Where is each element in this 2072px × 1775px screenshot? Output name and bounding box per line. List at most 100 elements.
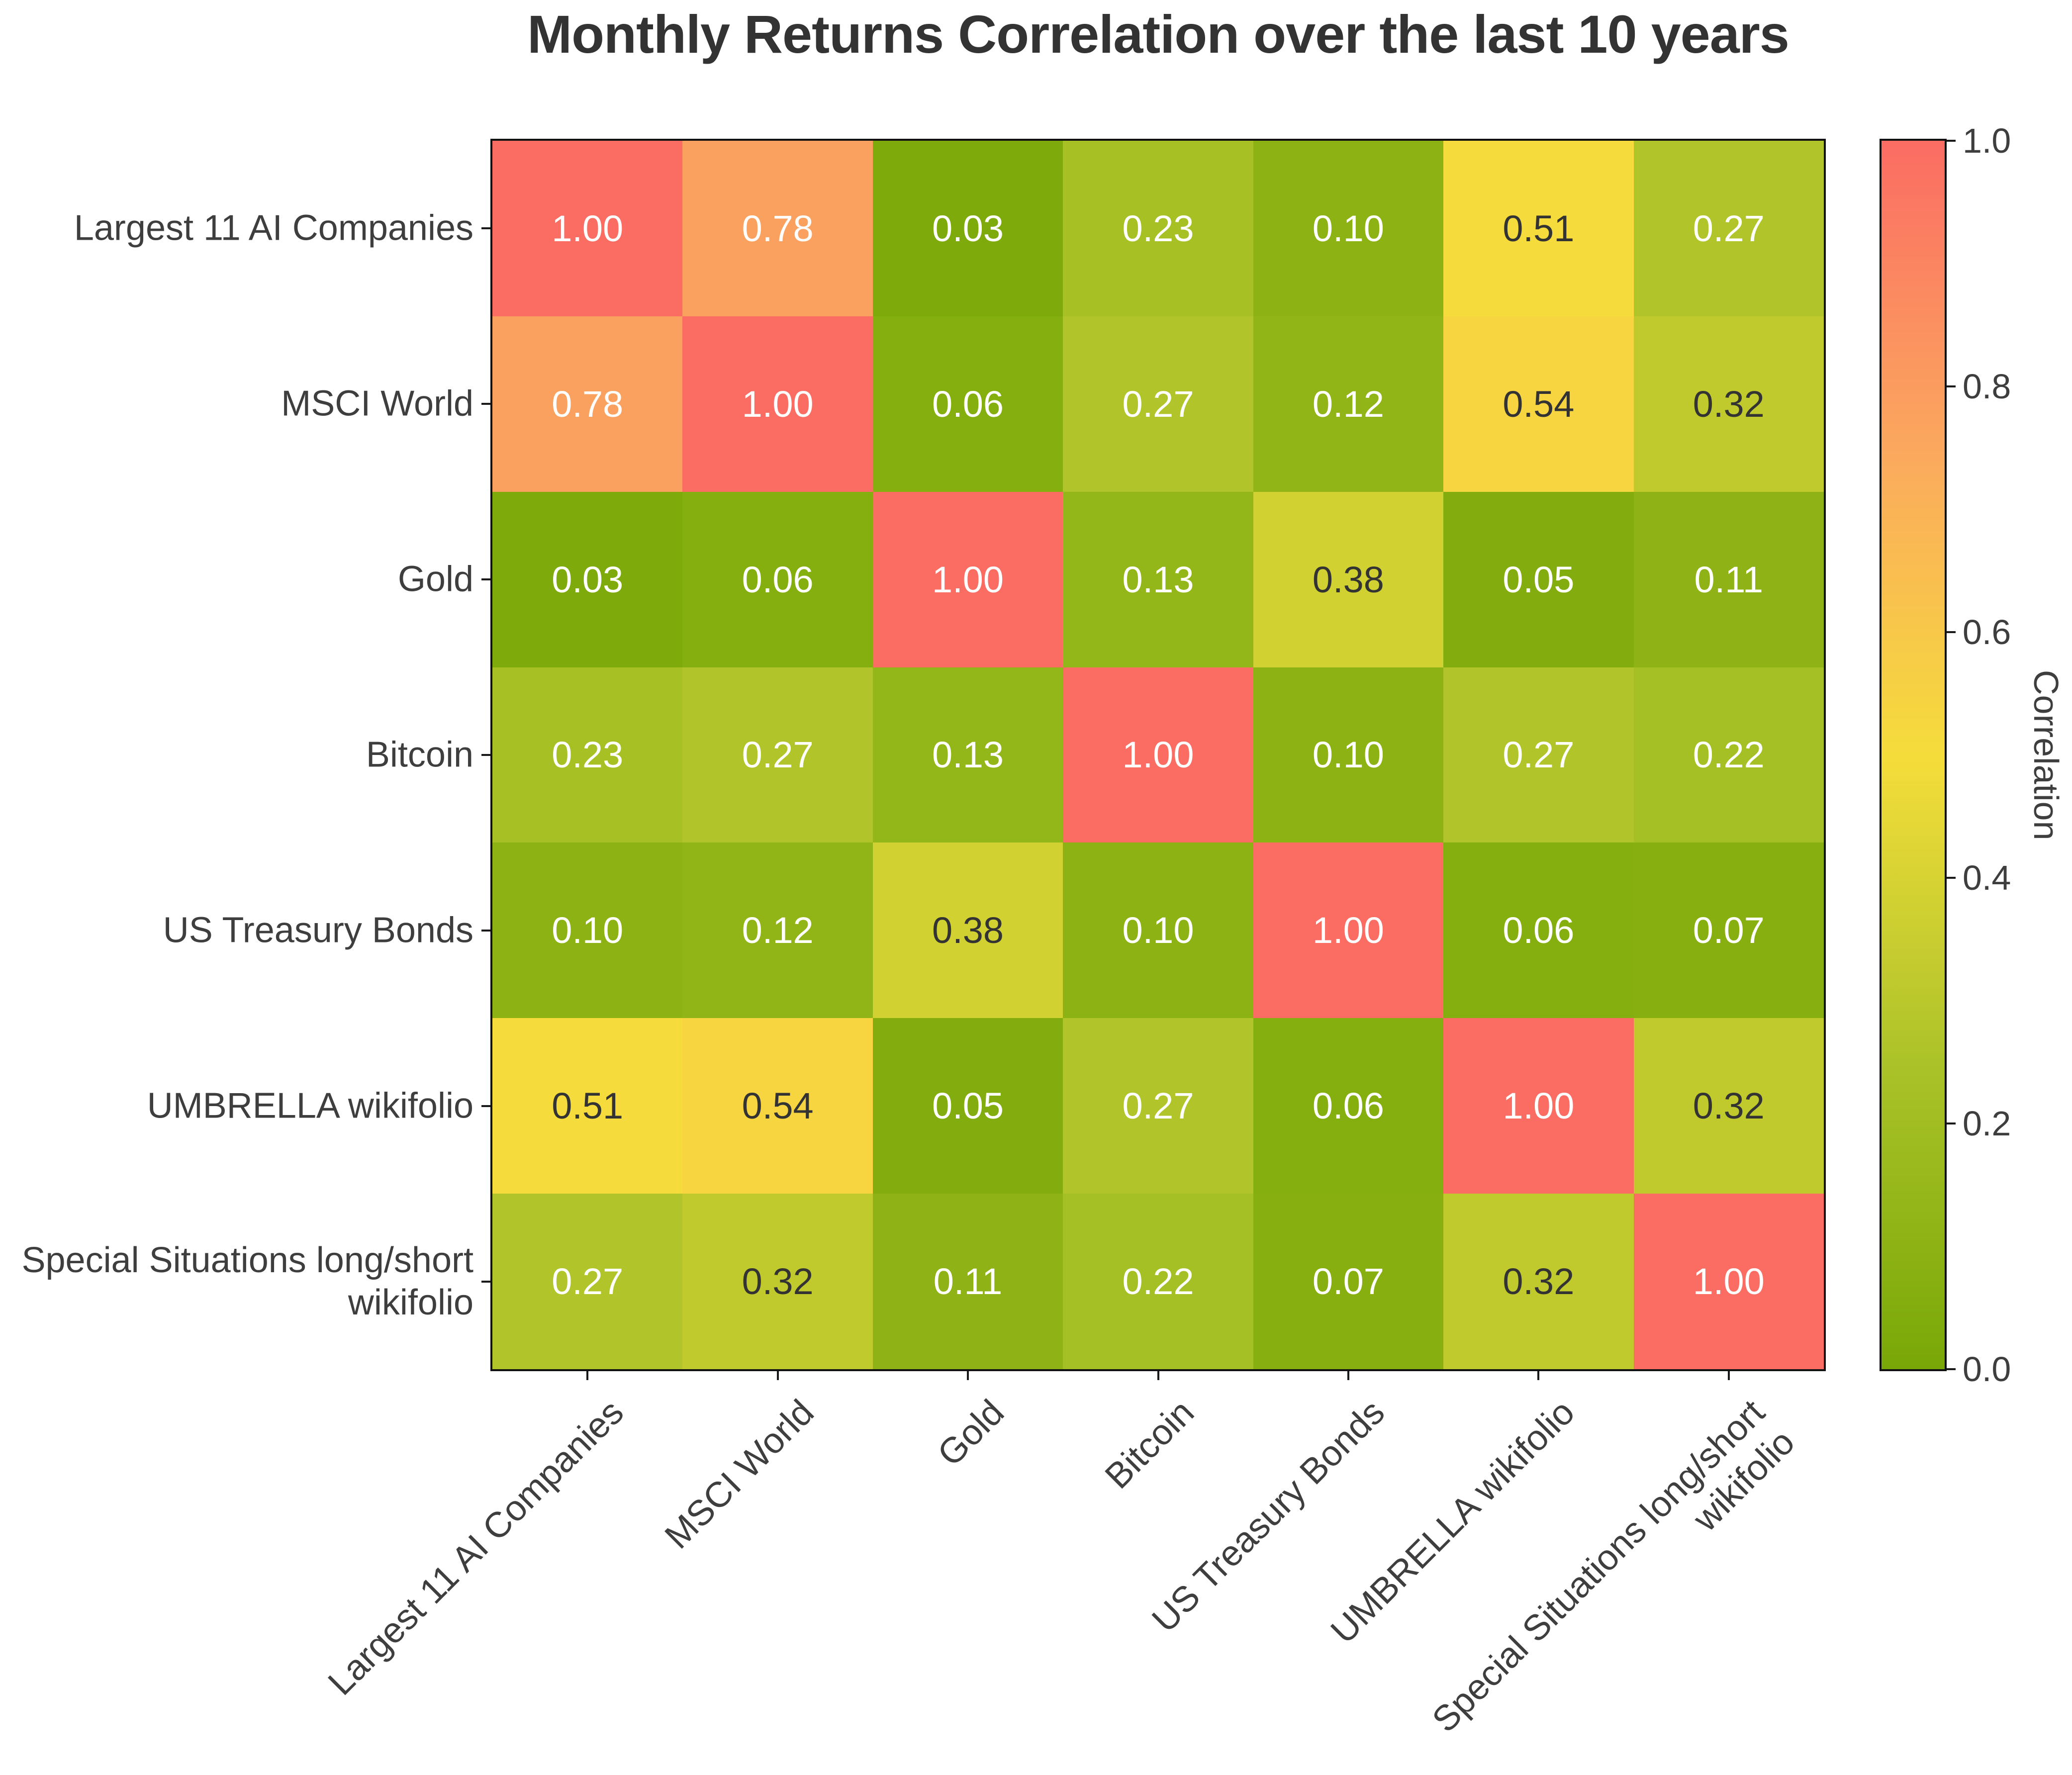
cell-value: 1.00 bbox=[1312, 910, 1384, 951]
heatmap-cell: 0.13 bbox=[1063, 491, 1253, 667]
axis-tick bbox=[1947, 877, 1956, 879]
heatmap-cell: 1.00 bbox=[872, 491, 1063, 667]
cell-value: 0.06 bbox=[742, 559, 814, 600]
heatmap-cell: 1.00 bbox=[1443, 1018, 1634, 1194]
heatmap-cell: 0.51 bbox=[1443, 141, 1634, 316]
heatmap-cell: 0.32 bbox=[1443, 1194, 1634, 1369]
heatmap-cell: 0.06 bbox=[1443, 842, 1634, 1019]
cell-value: 1.00 bbox=[552, 207, 624, 249]
axis-tick bbox=[1947, 1368, 1956, 1370]
heatmap-cell: 0.38 bbox=[1253, 491, 1444, 667]
axis-tick bbox=[481, 578, 490, 581]
colorbar-tick-label: 0.2 bbox=[1963, 1104, 2011, 1143]
cell-value: 0.10 bbox=[552, 910, 624, 951]
cell-value: 0.32 bbox=[1503, 1261, 1575, 1303]
cell-value: 0.51 bbox=[552, 1085, 624, 1127]
heatmap-cell: 0.27 bbox=[492, 1194, 683, 1369]
axis-tick bbox=[1947, 140, 1956, 142]
cell-value: 0.07 bbox=[1312, 1261, 1384, 1303]
heatmap-cell: 0.07 bbox=[1633, 842, 1824, 1019]
cell-value: 0.13 bbox=[932, 734, 1004, 776]
axis-tick bbox=[1157, 1371, 1159, 1380]
heatmap-cell: 0.78 bbox=[492, 316, 683, 492]
heatmap-cell: 0.54 bbox=[1443, 316, 1634, 492]
cell-value: 0.12 bbox=[742, 910, 814, 951]
axis-tick bbox=[1947, 631, 1956, 633]
cell-value: 0.23 bbox=[552, 734, 624, 776]
heatmap-cell: 0.10 bbox=[1063, 842, 1253, 1019]
cell-value: 1.00 bbox=[1503, 1085, 1575, 1127]
axis-tick bbox=[1947, 385, 1956, 387]
heatmap-cell: 0.51 bbox=[492, 1018, 683, 1194]
heatmap-cell: 0.05 bbox=[1443, 491, 1634, 667]
heatmap-cell: 0.22 bbox=[1633, 667, 1824, 843]
cell-value: 0.22 bbox=[1122, 1261, 1194, 1303]
colorbar-tick-label: 0.8 bbox=[1963, 367, 2011, 406]
cell-value: 0.27 bbox=[742, 734, 814, 776]
cell-value: 0.11 bbox=[933, 1261, 1003, 1303]
heatmap-cell: 0.12 bbox=[682, 842, 873, 1019]
cell-value: 0.07 bbox=[1693, 910, 1765, 951]
y-axis-label: UMBRELLA wikifolio bbox=[147, 1086, 473, 1126]
heatmap-cell: 0.32 bbox=[1633, 1018, 1824, 1194]
cell-value: 0.23 bbox=[1122, 207, 1194, 249]
cell-value: 0.51 bbox=[1503, 207, 1575, 249]
heatmap-cell: 0.13 bbox=[872, 667, 1063, 843]
cell-value: 0.27 bbox=[552, 1261, 624, 1303]
cell-value: 1.00 bbox=[932, 559, 1004, 600]
cell-value: 0.27 bbox=[1503, 734, 1575, 776]
y-axis-label: Special Situations long/short wikifolio bbox=[21, 1240, 473, 1322]
heatmap-cell: 0.06 bbox=[872, 316, 1063, 492]
cell-value: 0.54 bbox=[1503, 383, 1575, 425]
heatmap-cell: 0.32 bbox=[682, 1194, 873, 1369]
cell-value: 0.05 bbox=[1503, 559, 1575, 600]
heatmap-cell: 0.12 bbox=[1253, 316, 1444, 492]
colorbar-tick-label: 1.0 bbox=[1963, 121, 2011, 160]
axis-tick bbox=[1947, 1122, 1956, 1124]
x-axis-label: Largest 11 AI Companies bbox=[320, 1392, 632, 1703]
x-axis-label: MSCI World bbox=[657, 1392, 822, 1557]
heatmap-cell: 0.10 bbox=[1253, 141, 1444, 316]
heatmap-cell: 1.00 bbox=[1063, 667, 1253, 843]
heatmap-cell: 0.27 bbox=[682, 667, 873, 843]
heatmap-cell: 1.00 bbox=[1633, 1194, 1824, 1369]
x-axis-label: Gold bbox=[930, 1392, 1012, 1474]
plot-area: 1.00 0.78 0.03 0.23 0.10 0.51 0.27 0.78 1.00 0.06… bbox=[490, 139, 1826, 1371]
colorbar-tick-label: 0.4 bbox=[1963, 858, 2011, 897]
y-axis-label: MSCI World bbox=[281, 383, 473, 424]
cell-value: 0.11 bbox=[1694, 559, 1764, 600]
heatmap-cell: 0.27 bbox=[1063, 316, 1253, 492]
axis-tick bbox=[1727, 1371, 1730, 1380]
axis-tick bbox=[481, 1280, 490, 1283]
cell-value: 0.78 bbox=[552, 383, 624, 425]
cell-value: 0.06 bbox=[1312, 1085, 1384, 1127]
cell-value: 0.10 bbox=[1312, 734, 1384, 776]
cell-value: 0.06 bbox=[932, 383, 1004, 425]
colorbar-tick-label: 0.0 bbox=[1963, 1350, 2011, 1389]
cell-value: 0.32 bbox=[1693, 383, 1765, 425]
heatmap-cell: 0.06 bbox=[1253, 1018, 1444, 1194]
axis-tick bbox=[776, 1371, 779, 1380]
cell-value: 0.10 bbox=[1312, 207, 1384, 249]
heatmap-cell: 0.11 bbox=[1633, 491, 1824, 667]
colorbar-tick-label: 0.6 bbox=[1963, 613, 2011, 652]
x-axis-label: Special Situations long/short wikifolio bbox=[1424, 1392, 1802, 1740]
cell-value: 0.22 bbox=[1693, 734, 1765, 776]
axis-tick bbox=[1537, 1371, 1540, 1380]
heatmap-cell: 0.03 bbox=[872, 141, 1063, 316]
cell-value: 0.32 bbox=[742, 1261, 814, 1303]
axis-tick bbox=[481, 1105, 490, 1107]
heatmap-cell: 0.07 bbox=[1253, 1194, 1444, 1369]
heatmap-cell: 0.10 bbox=[1253, 667, 1444, 843]
heatmap-cell: 0.54 bbox=[682, 1018, 873, 1194]
heatmap-cell: 0.03 bbox=[492, 491, 683, 667]
cell-value: 0.05 bbox=[932, 1085, 1004, 1127]
y-axis-label: US Treasury Bonds bbox=[163, 910, 473, 950]
x-axis-label: Bitcoin bbox=[1098, 1392, 1202, 1496]
cell-value: 0.06 bbox=[1503, 910, 1575, 951]
heatmap-cell: 1.00 bbox=[682, 316, 873, 492]
cell-value: 1.00 bbox=[1122, 734, 1194, 776]
chart-title: Monthly Returns Correlation over the las… bbox=[527, 4, 1789, 64]
colorbar-title: Correlation bbox=[2027, 669, 2066, 841]
y-axis-label: Bitcoin bbox=[366, 735, 473, 775]
